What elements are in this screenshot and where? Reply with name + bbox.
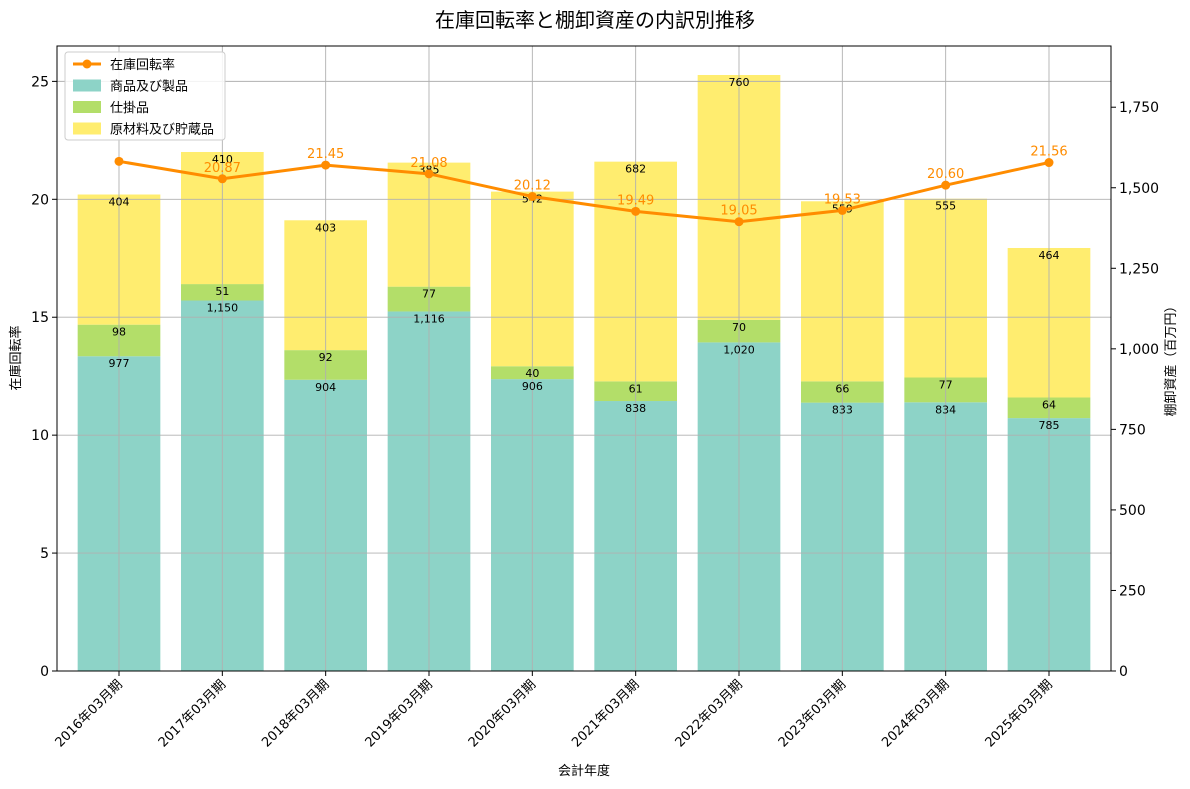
turnover-point-5 xyxy=(527,191,537,201)
bar-label-3-6: 682 xyxy=(625,163,646,176)
bar-label-2-7: 70 xyxy=(732,321,746,334)
turnover-label-5: 20.12 xyxy=(514,178,551,193)
turnover-point-1 xyxy=(114,156,124,166)
legend-label-2: 仕掛品 xyxy=(110,101,149,116)
turnover-point-7 xyxy=(734,217,744,227)
plot-frame xyxy=(56,45,1112,672)
x-tick-label-3: 2018年03月期 xyxy=(259,677,332,750)
turnover-label-7: 19.05 xyxy=(720,204,757,219)
bar-label-2-5: 40 xyxy=(525,367,539,380)
turnover-label-10: 21.56 xyxy=(1030,145,1067,160)
y-right-tick-label-0: 0 xyxy=(1119,664,1128,680)
turnover-point-8 xyxy=(837,205,847,215)
legend-label-0: 在庫回転率 xyxy=(110,57,175,73)
turnover-point-4 xyxy=(424,169,434,179)
legend-swatch-1 xyxy=(73,79,101,92)
y-left-tick-label-4: 20 xyxy=(31,192,49,208)
legend-line-marker xyxy=(82,59,92,69)
turnover-label-8: 19.53 xyxy=(824,192,861,207)
bar-label-3-2: 410 xyxy=(212,153,233,166)
y-right-tick-label-3: 750 xyxy=(1119,422,1146,438)
y-left-tick-label-1: 5 xyxy=(40,546,49,562)
turnover-point-10 xyxy=(1044,158,1054,168)
bar-label-2-10: 64 xyxy=(1042,398,1056,411)
turnover-label-2: 20.87 xyxy=(204,161,241,176)
bar-labels: 977984041,15051410904924031,116773859064… xyxy=(109,76,1060,432)
legend-swatch-2 xyxy=(73,101,101,113)
x-tick-label-1: 2016年03月期 xyxy=(53,677,126,750)
y-axis-right-label: 棚卸資産（百万円） xyxy=(1163,299,1179,416)
y-right-tick-label-7: 1,750 xyxy=(1119,100,1159,116)
turnover-label-9: 20.60 xyxy=(927,167,964,182)
x-tick-label-4: 2019年03月期 xyxy=(363,677,436,750)
turnover-label-3: 21.45 xyxy=(307,147,344,162)
bar-label-3-3: 403 xyxy=(315,221,336,234)
y-right-tick-label-6: 1,500 xyxy=(1119,181,1159,197)
bar-label-3-9: 555 xyxy=(935,200,956,213)
bar-label-1-5: 906 xyxy=(522,380,543,393)
chart-title: 在庫回転率と棚卸資産の内訳別推移 xyxy=(435,8,755,32)
x-tick-label-6: 2021年03月期 xyxy=(569,677,642,750)
bar-label-1-6: 838 xyxy=(625,402,646,415)
turnover-label-4: 21.08 xyxy=(410,156,447,171)
x-tick-label-9: 2024年03月期 xyxy=(879,677,952,750)
x-tick-label-5: 2020年03月期 xyxy=(466,677,539,750)
turnover-point-2 xyxy=(217,174,227,184)
bar-label-3-7: 760 xyxy=(729,76,750,89)
turnover-line: 20.87 21.45 21.08 20.12 19.49 19.05 19.53 20.60… xyxy=(114,145,1068,227)
x-tick-label-8: 2023年03月期 xyxy=(776,677,849,750)
bar-label-2-4: 77 xyxy=(422,288,436,301)
y-left-tick-label-0: 0 xyxy=(40,664,49,680)
y-left-tick-label-2: 10 xyxy=(31,428,49,444)
legend-label-1: 商品及び製品 xyxy=(110,80,188,95)
bar-label-1-2: 1,150 xyxy=(207,302,239,315)
bar-label-3-1: 404 xyxy=(109,196,130,209)
x-tick-label-2: 2017年03月期 xyxy=(156,677,229,750)
x-tick-label-7: 2022年03月期 xyxy=(673,677,746,750)
y-right-tick-label-4: 1,000 xyxy=(1119,342,1159,358)
bar-label-2-6: 61 xyxy=(629,382,643,395)
legend-swatch-3 xyxy=(73,122,101,135)
bar-label-1-8: 833 xyxy=(832,404,853,417)
y-left-tick-label-5: 25 xyxy=(31,74,49,90)
bar-label-1-1: 977 xyxy=(109,357,130,370)
y-axis-left-label: 在庫回転率 xyxy=(8,325,24,390)
bar-label-1-10: 785 xyxy=(1039,419,1060,432)
bar-label-1-9: 834 xyxy=(935,403,956,416)
bar-label-2-3: 92 xyxy=(319,351,333,364)
bar-label-1-7: 1,020 xyxy=(723,343,755,356)
bar-label-3-10: 464 xyxy=(1039,249,1060,262)
bar-label-2-2: 51 xyxy=(215,285,229,298)
x-axis-label: 会計年度 xyxy=(558,763,610,779)
x-tick-label-10: 2025年03月期 xyxy=(983,677,1056,750)
y-right-tick-label-2: 500 xyxy=(1119,503,1146,519)
turnover-point-6 xyxy=(631,206,641,216)
legend-label-3: 原材料及び貯蔵品 xyxy=(110,123,214,138)
turnover-point-9 xyxy=(941,180,951,190)
bar-label-1-4: 1,116 xyxy=(413,312,445,325)
turnover-point-3 xyxy=(321,160,331,170)
legend-box xyxy=(64,51,226,141)
bar-label-2-1: 98 xyxy=(112,326,126,339)
bar-label-1-3: 904 xyxy=(315,381,336,394)
y-left-tick-label-3: 15 xyxy=(31,310,49,326)
y-right-tick-label-1: 250 xyxy=(1119,583,1146,599)
turnover-label-6: 19.49 xyxy=(617,193,654,208)
turnover-line-path xyxy=(118,159,1050,224)
bar-label-2-8: 66 xyxy=(835,382,849,395)
y-right-tick-label-5: 1,250 xyxy=(1119,261,1159,277)
bar-label-2-9: 77 xyxy=(939,379,953,392)
